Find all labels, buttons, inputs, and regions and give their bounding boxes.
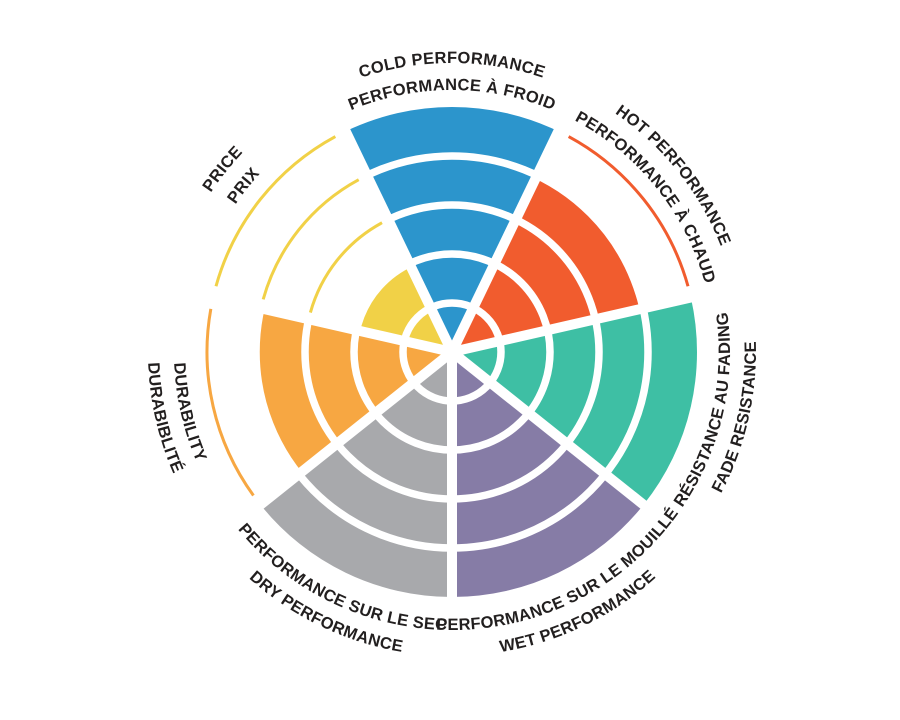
sector-wet <box>452 352 644 597</box>
sector-gap-line <box>208 291 454 357</box>
sector-gap-line <box>450 291 696 357</box>
sector-fade <box>452 297 698 505</box>
sector-gap-line <box>339 125 457 355</box>
scale-arc-durability-5 <box>205 308 255 497</box>
sector-gap-line <box>448 348 650 512</box>
scale-arc-price-3 <box>308 221 383 313</box>
scale-arc-price-4 <box>261 178 360 300</box>
scale-arc-hot-5 <box>567 135 690 287</box>
label-hot-en: HOT PERFORMANCE <box>612 102 734 248</box>
sector-dry <box>260 352 452 597</box>
sector-gap-line <box>254 348 456 512</box>
scale-arc-price-5 <box>214 135 337 287</box>
sector-cold <box>345 106 559 352</box>
sector-gap-line <box>447 125 565 355</box>
